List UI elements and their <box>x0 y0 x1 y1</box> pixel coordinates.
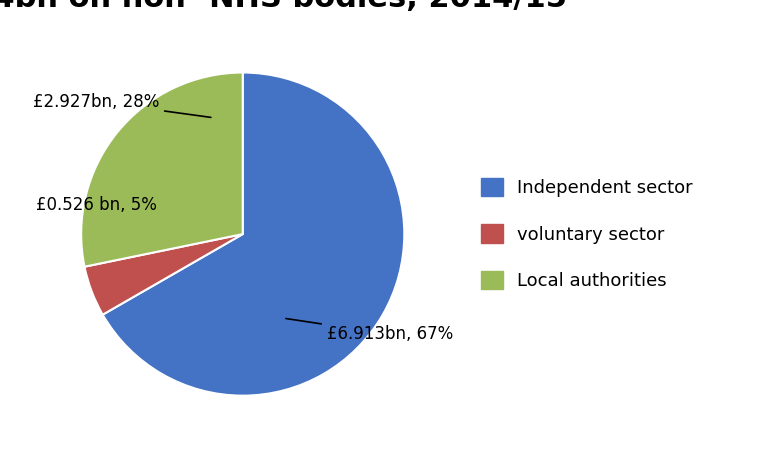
Text: £0.526 bn, 5%: £0.526 bn, 5% <box>36 196 157 214</box>
Text: £6.913bn, 67%: £6.913bn, 67% <box>286 319 453 343</box>
Text: £2.927bn, 28%: £2.927bn, 28% <box>33 93 211 118</box>
Wedge shape <box>103 73 404 396</box>
Legend: Independent sector, voluntary sector, Local authorities: Independent sector, voluntary sector, Lo… <box>474 171 700 297</box>
Title: £10.4bn on non- NHS bodies, 2014/15: £10.4bn on non- NHS bodies, 2014/15 <box>0 0 567 13</box>
Wedge shape <box>81 73 243 267</box>
Wedge shape <box>85 234 243 315</box>
